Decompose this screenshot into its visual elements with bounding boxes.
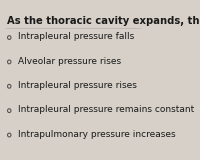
Text: Intrapleural pressure remains constant: Intrapleural pressure remains constant (18, 105, 194, 114)
Text: Intrapleural pressure falls: Intrapleural pressure falls (18, 32, 134, 41)
Text: As the thoracic cavity expands, the:: As the thoracic cavity expands, the: (7, 16, 200, 26)
Text: Alveolar pressure rises: Alveolar pressure rises (18, 57, 121, 66)
Text: Intrapleural pressure rises: Intrapleural pressure rises (18, 81, 137, 90)
Text: Intrapulmonary pressure increases: Intrapulmonary pressure increases (18, 130, 175, 139)
